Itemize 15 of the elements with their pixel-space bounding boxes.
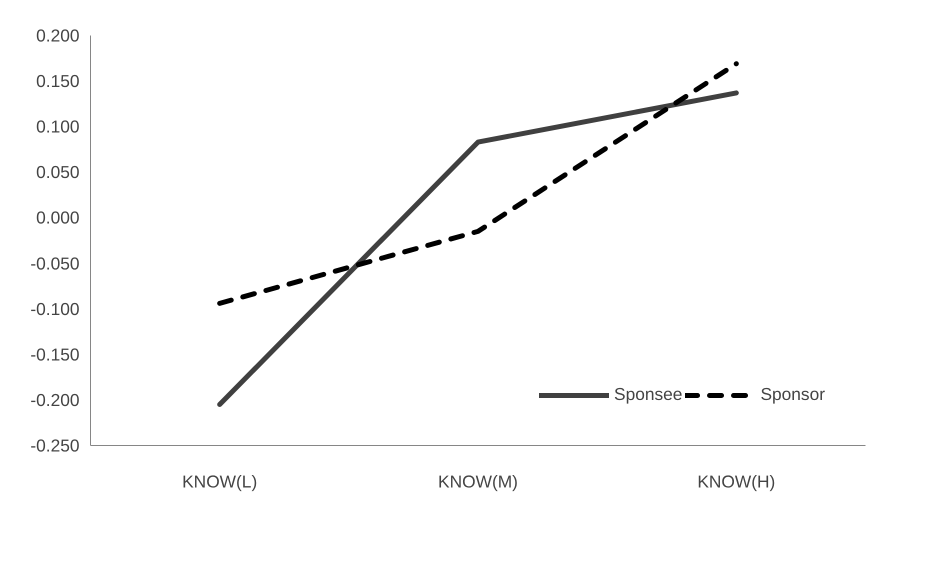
- y-tick-label: -0.050: [30, 253, 80, 274]
- y-tick-label: 0.000: [36, 208, 80, 228]
- x-tick-label: KNOW(M): [438, 472, 518, 492]
- legend-label: Sponsee: [614, 384, 682, 405]
- y-tick-label: 0.200: [36, 26, 80, 46]
- x-tick-label: KNOW(L): [182, 472, 258, 492]
- y-tick-label: -0.200: [30, 390, 80, 410]
- y-tick-label: -0.250: [30, 436, 80, 456]
- y-tick-label: -0.150: [30, 344, 80, 364]
- y-tick-label: 0.050: [36, 162, 80, 182]
- y-tick-label: -0.100: [30, 298, 80, 319]
- legend-label: Sponsor: [760, 384, 825, 405]
- x-tick-label: KNOW(H): [697, 472, 776, 492]
- y-tick-label: 0.100: [36, 116, 80, 137]
- y-tick-label: 0.150: [36, 71, 80, 92]
